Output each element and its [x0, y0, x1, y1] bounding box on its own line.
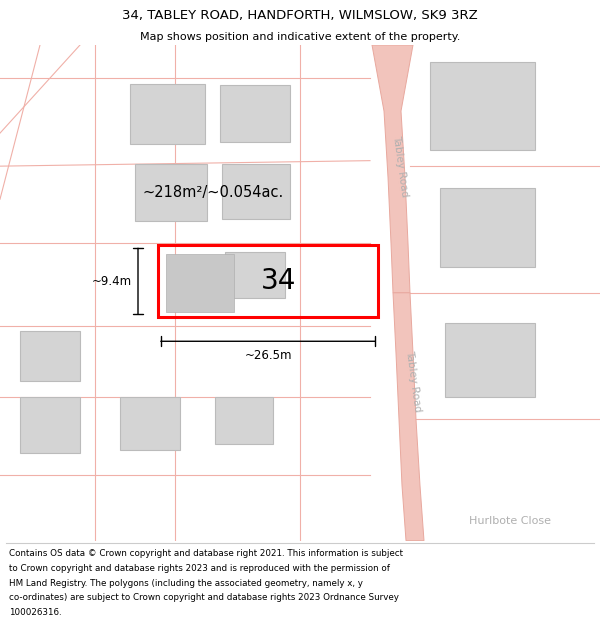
Text: ~9.4m: ~9.4m	[92, 275, 132, 288]
Bar	[130, 84, 205, 144]
Bar	[20, 398, 80, 452]
Bar	[158, 246, 378, 317]
Text: 34: 34	[262, 268, 296, 295]
Polygon shape	[372, 45, 413, 292]
Text: Contains OS data © Crown copyright and database right 2021. This information is : Contains OS data © Crown copyright and d…	[9, 549, 403, 558]
Bar	[220, 84, 290, 142]
Bar	[215, 398, 273, 444]
Text: HM Land Registry. The polygons (including the associated geometry, namely x, y: HM Land Registry. The polygons (includin…	[9, 579, 363, 587]
Text: Tabley Road: Tabley Road	[391, 134, 409, 198]
Text: Map shows position and indicative extent of the property.: Map shows position and indicative extent…	[140, 32, 460, 43]
Text: co-ordinates) are subject to Crown copyright and database rights 2023 Ordnance S: co-ordinates) are subject to Crown copyr…	[9, 593, 399, 602]
Text: 34, TABLEY ROAD, HANDFORTH, WILMSLOW, SK9 3RZ: 34, TABLEY ROAD, HANDFORTH, WILMSLOW, SK…	[122, 9, 478, 22]
Bar	[430, 61, 535, 149]
Text: to Crown copyright and database rights 2023 and is reproduced with the permissio: to Crown copyright and database rights 2…	[9, 564, 390, 573]
Bar	[20, 331, 80, 381]
Text: ~26.5m: ~26.5m	[244, 349, 292, 362]
Bar	[120, 398, 180, 450]
Polygon shape	[393, 292, 424, 541]
Text: ~218m²/~0.054ac.: ~218m²/~0.054ac.	[142, 185, 284, 200]
Text: 100026316.: 100026316.	[9, 608, 62, 617]
Bar	[440, 188, 535, 268]
Text: Tabley Road: Tabley Road	[404, 349, 422, 413]
Text: Hurlbote Close: Hurlbote Close	[469, 516, 551, 526]
Bar	[166, 254, 234, 311]
Bar	[222, 164, 290, 219]
Bar	[135, 164, 207, 221]
Bar	[225, 252, 285, 298]
Bar	[445, 322, 535, 398]
